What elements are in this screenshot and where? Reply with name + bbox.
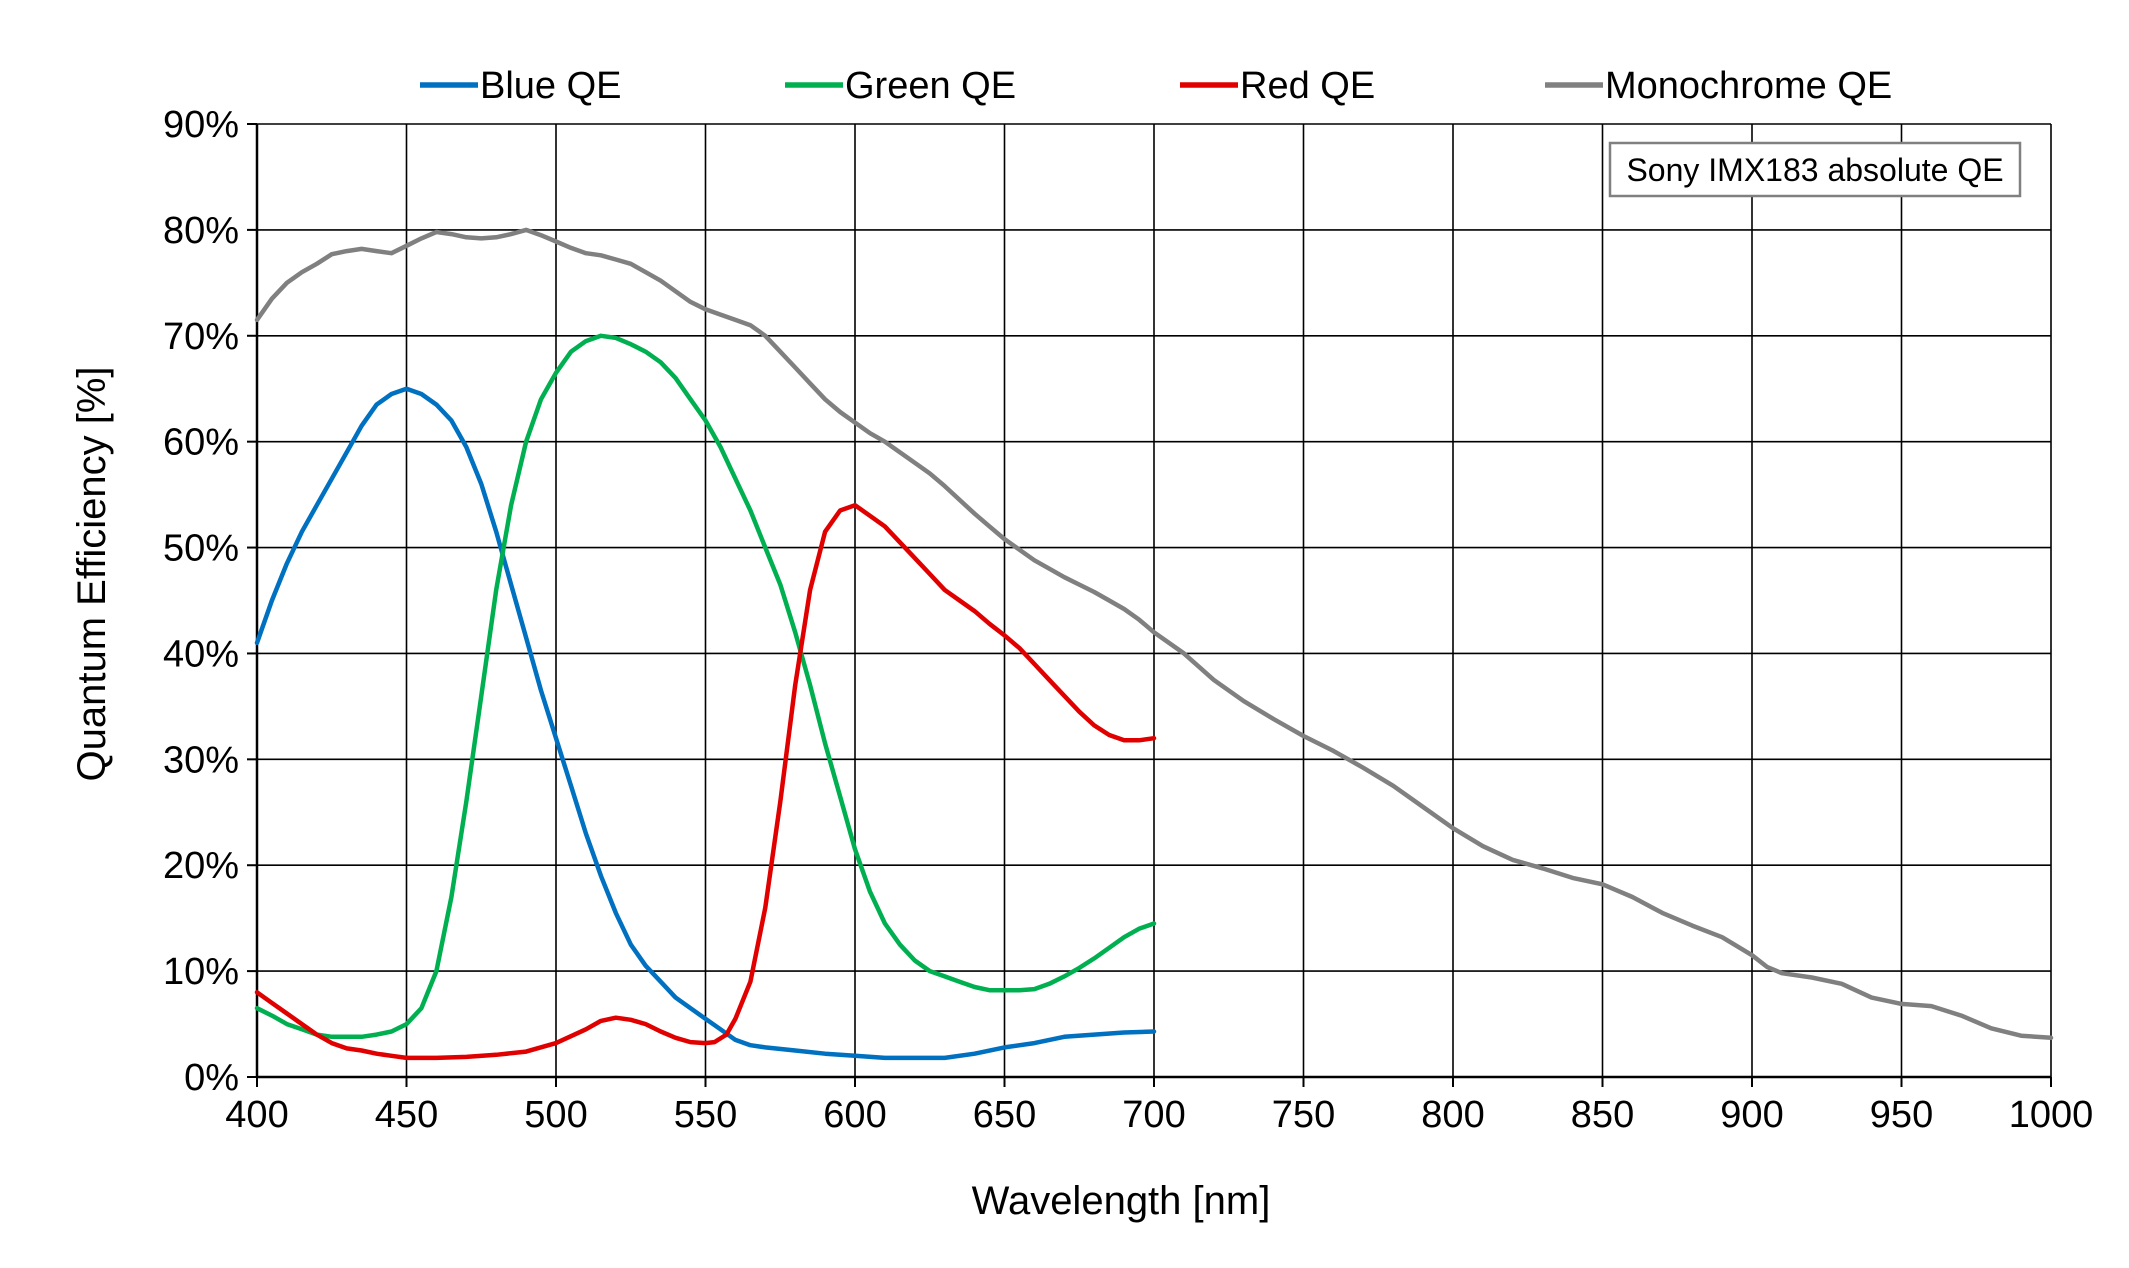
- series-line-red-qe: [254, 502, 1157, 1061]
- x-tick-label: 500: [524, 1094, 587, 1136]
- y-tick-label: 80%: [163, 210, 239, 252]
- y-axis-title: Quantum Efficiency [%]: [70, 367, 114, 782]
- series-line-blue-qe: [254, 386, 1157, 1061]
- x-tick-label: 450: [375, 1094, 438, 1136]
- y-tick-label: 50%: [163, 528, 239, 570]
- legend-label-red-qe: Red QE: [1240, 65, 1375, 107]
- y-tick-label: 20%: [163, 845, 239, 887]
- annotation: Sony IMX183 absolute QE: [1608, 141, 2022, 198]
- x-tick-label: 600: [823, 1094, 886, 1136]
- y-tick-label: 10%: [163, 951, 239, 993]
- y-tick-label: 60%: [163, 422, 239, 464]
- y-tick-label: 70%: [163, 316, 239, 358]
- legend-label-monochrome-qe: Monochrome QE: [1605, 65, 1892, 107]
- legend-label-blue-qe: Blue QE: [480, 65, 622, 107]
- y-tick-label: 90%: [163, 104, 239, 146]
- series-line-green-qe: [254, 333, 1157, 1040]
- annotation-box: [1608, 141, 2022, 198]
- y-tick-label: 40%: [163, 633, 239, 675]
- x-tick-label: 950: [1870, 1094, 1933, 1136]
- x-tick-label: 800: [1421, 1094, 1484, 1136]
- x-axis-title: Wavelength [nm]: [972, 1179, 1271, 1223]
- series-line-monochrome-qe: [254, 227, 2054, 1041]
- x-tick-label: 1000: [2009, 1094, 2094, 1136]
- x-tick-label: 650: [973, 1094, 1036, 1136]
- x-tick-label: 700: [1122, 1094, 1185, 1136]
- y-tick-label: 0%: [184, 1057, 239, 1099]
- gridlines: [256, 123, 2052, 1078]
- legend-label-green-qe: Green QE: [845, 65, 1016, 107]
- x-tick-label: 550: [674, 1094, 737, 1136]
- x-tick-label: 850: [1571, 1094, 1634, 1136]
- y-tick-label: 30%: [163, 739, 239, 781]
- annotation-text: Sony IMX183 absolute QE: [1626, 152, 2003, 188]
- legend: Blue QE Green QE Red QE Monochrome QE: [420, 65, 1892, 107]
- x-tick-label: 400: [225, 1094, 288, 1136]
- series-lines: [254, 227, 2054, 1061]
- axes: 400 450 500 550 600 650 700 750 800 850 900 950 1000…: [163, 104, 2093, 1136]
- x-tick-label: 900: [1720, 1094, 1783, 1136]
- x-tick-label: 750: [1272, 1094, 1335, 1136]
